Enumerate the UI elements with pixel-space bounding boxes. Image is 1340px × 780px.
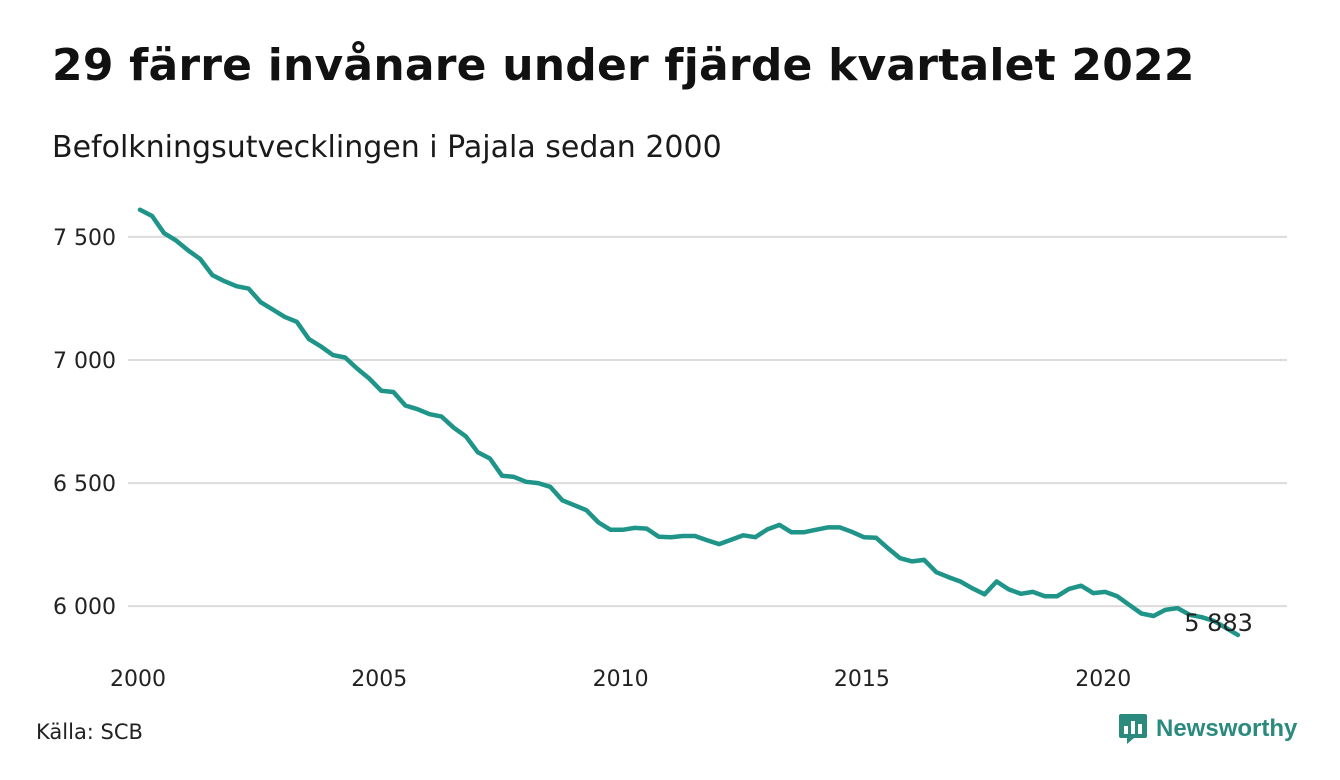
source-note: Källa: SCB bbox=[36, 720, 143, 744]
y-axis: 6 000 6 500 7 000 7 500 bbox=[53, 226, 116, 620]
series-line bbox=[137, 207, 1241, 638]
x-axis: 2000 2005 2010 2015 2020 bbox=[110, 667, 1131, 692]
x-tick-label: 2020 bbox=[1075, 667, 1131, 692]
brand-name: Newsworthy bbox=[1156, 715, 1298, 742]
y-tick-label: 7 500 bbox=[53, 226, 116, 251]
chart-subtitle: Befolkningsutvecklingen i Pajala sedan 2… bbox=[52, 130, 722, 165]
bar-chart-speech-bubble-icon bbox=[1119, 714, 1147, 744]
y-tick-label: 6 000 bbox=[53, 595, 116, 620]
series-lines bbox=[137, 207, 1241, 638]
data-labels: 5 883 bbox=[1184, 609, 1253, 637]
x-tick-label: 2015 bbox=[834, 667, 890, 692]
end-value-label: 5 883 bbox=[1184, 609, 1253, 637]
grid-lines bbox=[128, 235, 1287, 608]
y-tick-label: 7 000 bbox=[53, 349, 116, 374]
x-tick-label: 2000 bbox=[110, 667, 166, 692]
y-tick-label: 6 500 bbox=[53, 472, 116, 497]
brand-logo: Newsworthy bbox=[1118, 712, 1297, 746]
x-tick-label: 2005 bbox=[351, 667, 407, 692]
chart-title: 29 färre invånare under fjärde kvartalet… bbox=[52, 40, 1195, 91]
x-tick-label: 2010 bbox=[593, 667, 649, 692]
